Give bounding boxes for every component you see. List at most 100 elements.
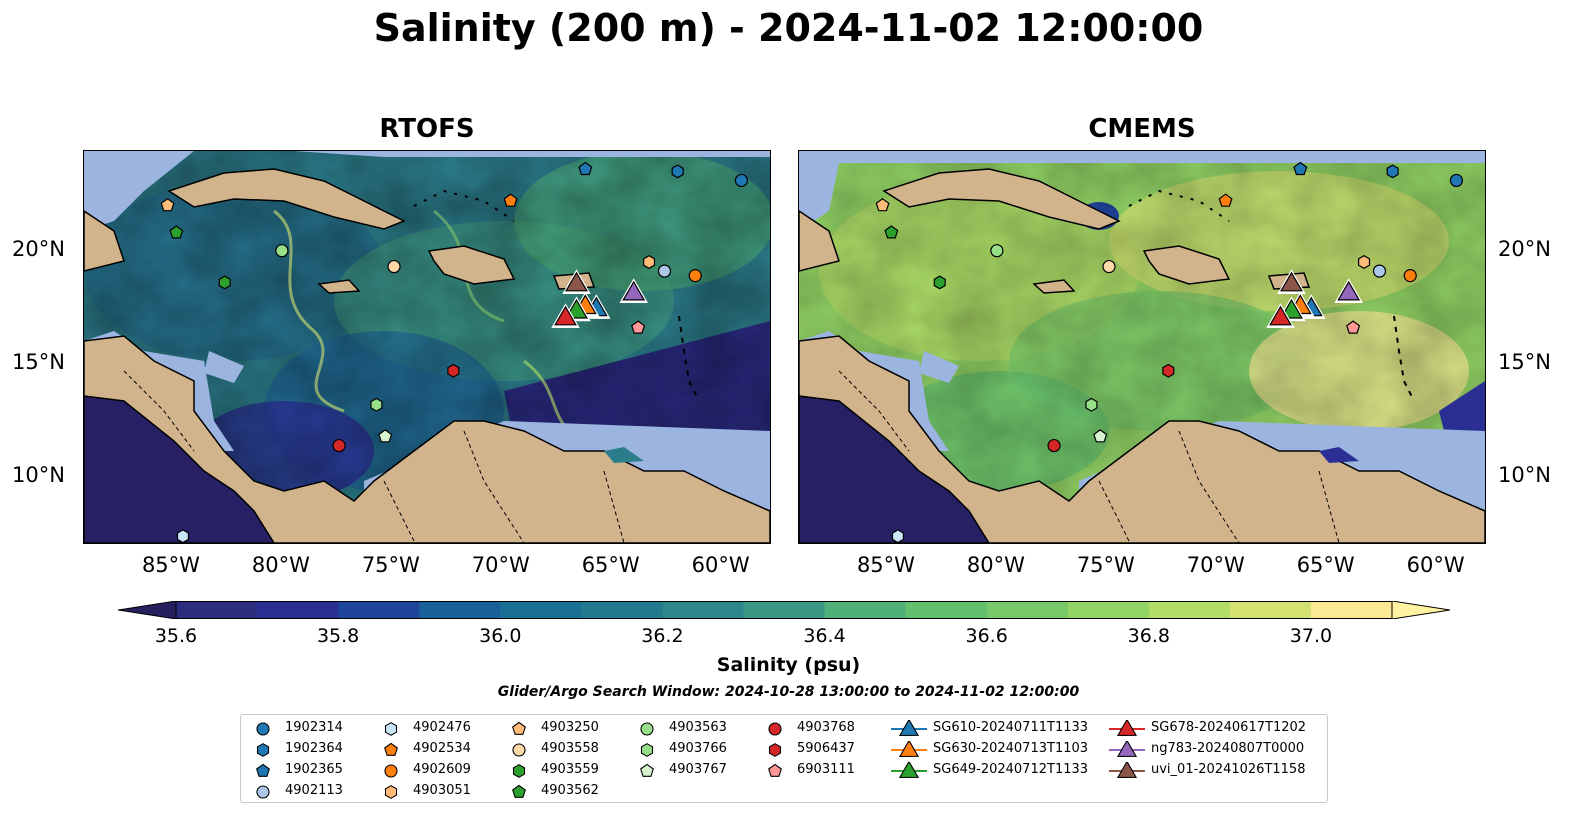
observation-marker-1902314 [734,173,749,188]
observation-marker-4902113 [657,264,672,278]
lon-label-cmems: 60°W [1406,553,1465,577]
observation-marker-4903051 [642,255,656,269]
observation-marker-4903558 [1102,259,1116,274]
legend: 1902314 1902364 1902365 4902113 4902476 49025… [240,714,1328,803]
triangle-marker-icon [1116,720,1138,736]
colorbar-tick-label: 36.8 [1127,625,1170,647]
observation-marker-1902365 [578,161,593,176]
pentagon-marker-icon [256,763,270,777]
circle-marker-icon [512,743,526,757]
triangle-marker-icon [898,720,920,736]
legend-label: 4903250 [541,720,599,735]
observation-marker-uvi_01-20241026T1158 [565,271,588,292]
colorbar-tick-label: 36.2 [641,625,684,647]
hexagon-marker-icon [384,785,398,799]
lon-label-rtofs: 80°W [251,553,310,577]
lon-label-rtofs: 85°W [141,553,200,577]
pentagon-marker-icon [640,763,654,777]
observation-marker-4903767 [378,429,393,443]
lon-label-cmems: 75°W [1076,553,1135,577]
lon-label-cmems: 65°W [1296,553,1355,577]
triangle-marker-icon [1116,762,1138,778]
legend-label: 4903562 [541,783,599,798]
legend-label: 5906437 [797,741,855,756]
observation-marker-uvi_01-20241026T1158 [1280,271,1303,292]
colorbar-tick-label: 35.6 [154,625,198,647]
observation-marker-4903766 [370,397,383,412]
observation-marker-4903250 [160,198,175,212]
observation-marker-4903559 [933,275,946,290]
pentagon-marker-icon [768,763,782,777]
triangle-marker-icon [898,741,920,757]
observation-marker-6903111 [1346,320,1361,334]
observation-markers-cmems [875,161,1464,543]
map-canvas-rtofs [84,151,770,543]
observation-marker-4902113 [1372,264,1387,278]
lat-label-right: 20°N [1498,236,1551,261]
lat-label-left: 10°N [12,463,65,488]
lon-label-cmems: 85°W [856,553,915,577]
observation-marker-4902534 [503,193,518,207]
lon-label-rtofs: 60°W [691,553,750,577]
panel-title-rtofs: RTOFS [379,114,475,144]
colorbar-tick-label: 35.8 [316,625,360,647]
legend-label: SG610-20240711T1133 [933,720,1089,735]
observation-marker-4903558 [387,259,401,274]
observation-marker-1902364 [671,164,684,179]
hexagon-marker-icon [640,743,654,757]
pentagon-marker-icon [512,784,526,798]
lon-label-rtofs: 75°W [361,553,420,577]
hexagon-marker-icon [384,722,398,736]
observation-marker-4903562 [169,225,184,239]
legend-label: 4903768 [797,720,855,735]
legend-label: 4902113 [285,783,343,798]
observation-markers-rtofs [160,161,749,543]
lon-label-rtofs: 65°W [581,553,640,577]
legend-label: 4902609 [413,762,471,777]
observation-marker-4903767 [1093,429,1108,443]
observation-marker-SG678-20240617T1202 [554,305,577,326]
observation-marker-1902364 [1386,164,1399,179]
colorbar-label: Salinity (psu) [716,654,861,676]
colorbar-tick-label: 36.6 [965,625,1008,647]
circle-marker-icon [256,785,270,799]
observation-marker-1902365 [1293,161,1308,176]
legend-label: 1902314 [285,720,343,735]
lon-label-cmems: 80°W [966,553,1025,577]
legend-label: 4902476 [413,720,471,735]
observation-marker-4903051 [1357,255,1371,269]
observation-marker-4903563 [990,244,1004,258]
search-window-text: Glider/Argo Search Window: 2024-10-28 13… [497,684,1080,700]
triangle-marker-icon [1116,741,1138,757]
observation-marker-5906437 [447,363,460,378]
observation-marker-4902476 [176,529,190,543]
colorbar [117,600,1451,620]
observation-marker-4903559 [218,275,231,290]
observation-marker-4902609 [688,269,702,283]
circle-marker-icon [640,722,654,736]
observation-marker-5906437 [1162,363,1175,378]
colorbar-tick-label: 37.0 [1289,625,1333,647]
observation-marker-4902534 [1218,193,1233,207]
circle-marker-icon [384,764,398,778]
observation-marker-4903768 [332,438,346,453]
observation-marker-1902314 [1449,173,1464,188]
legend-label: SG649-20240712T1133 [933,762,1089,777]
observation-marker-ng783-20240807T0000 [622,280,646,301]
legend-label: 4903559 [541,762,599,777]
lon-label-rtofs: 70°W [471,553,530,577]
hexagon-marker-icon [512,764,526,778]
observation-marker-4903563 [275,244,289,258]
map-panel-cmems [798,150,1486,544]
legend-label: SG630-20240713T1103 [933,741,1089,756]
observation-marker-4902609 [1403,269,1417,283]
circle-marker-icon [256,722,270,736]
pentagon-marker-icon [512,721,526,735]
hexagon-marker-icon [256,743,270,757]
legend-label: uvi_01-20241026T1158 [1151,762,1306,777]
lon-label-cmems: 70°W [1186,553,1245,577]
legend-label: 4903558 [541,741,599,756]
legend-label: 4903767 [669,762,727,777]
colorbar-tick-label: 36.0 [479,625,522,647]
observation-marker-SG678-20240617T1202 [1269,305,1292,326]
